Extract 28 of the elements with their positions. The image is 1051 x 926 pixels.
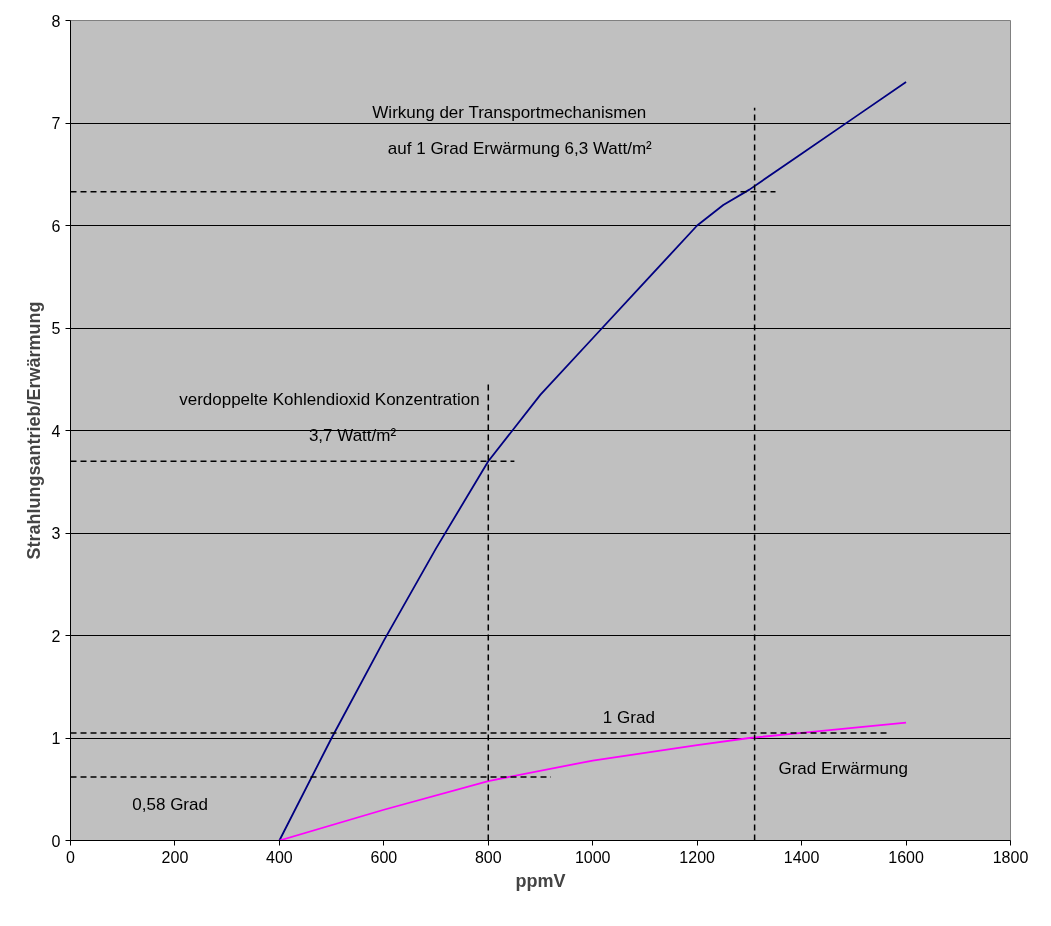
annotation: Wirkung der Transportmechanismen	[372, 102, 647, 122]
y-tick-label: 3	[51, 525, 61, 542]
y-tick-label: 8	[51, 12, 61, 30]
annotation: 0,58 Grad	[132, 794, 208, 814]
annotation: 1 Grad	[602, 708, 655, 727]
y-tick-label: 4	[51, 422, 61, 440]
x-tick-label: 1400	[783, 848, 820, 866]
y-tick-label: 7	[51, 115, 61, 132]
annotation: auf 1 Grad Erwärmung 6,3 Watt/m²	[387, 138, 653, 158]
x-tick-label: 800	[474, 848, 502, 866]
annotation: Grad Erwärmung	[778, 759, 908, 779]
y-axis-title: Strahlungsantrieb/Erwärmung	[23, 301, 44, 560]
y-tick-label: 2	[51, 627, 61, 645]
x-axis-title: ppmV	[515, 870, 566, 891]
y-tick-label: 5	[51, 320, 61, 337]
line-series	[278, 721, 907, 841]
x-tick-label: 200	[161, 848, 189, 866]
x-tick-label: 1600	[888, 848, 924, 866]
x-tick-label: 1000	[574, 848, 611, 866]
x-tick-label: 600	[370, 848, 398, 866]
x-tick-label: 400	[266, 848, 293, 866]
annotation: verdoppelte Kohlendioxid Konzentration	[179, 389, 480, 409]
y-tick-label: 1	[51, 730, 61, 747]
x-tick-label: 1800	[992, 848, 1029, 866]
x-tick-label: 1200	[679, 848, 716, 866]
y-tick-label: 6	[51, 217, 61, 235]
x-tick-label: 0	[66, 848, 76, 866]
y-tick-label: 0	[51, 832, 61, 850]
